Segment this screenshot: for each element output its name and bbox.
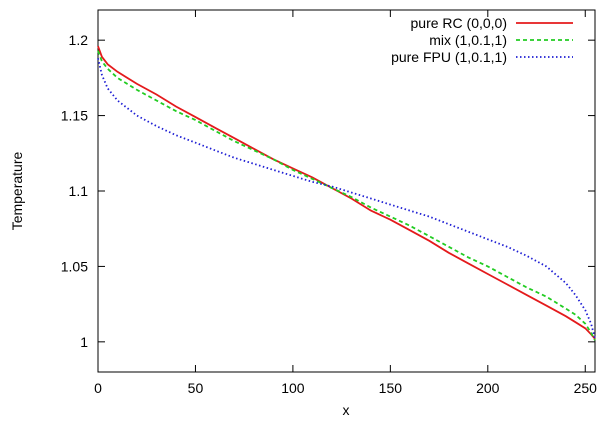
legend: pure RC (0,0,0)mix (1,0.1,1)pure FPU (1,… xyxy=(391,15,573,65)
series-line-2 xyxy=(97,50,596,341)
y-tick-label: 1 xyxy=(80,334,88,350)
series-line-3 xyxy=(97,58,596,340)
x-tick-label: 100 xyxy=(281,380,305,396)
legend-label: pure RC (0,0,0) xyxy=(411,15,507,31)
legend-label: mix (1,0.1,1) xyxy=(429,32,507,48)
axis-ticks: 0 50 100 150 200 250 1 1.05 1.1 1.15 1.2 xyxy=(61,10,597,396)
series-group xyxy=(97,45,596,341)
x-tick-label: 200 xyxy=(476,380,500,396)
y-tick-label: 1.05 xyxy=(61,258,88,274)
x-tick-label: 50 xyxy=(188,380,204,396)
x-tick-label: 150 xyxy=(379,380,403,396)
y-tick-label: 1.1 xyxy=(69,183,89,199)
y-tick-label: 1.15 xyxy=(61,108,88,124)
x-tick-label: 250 xyxy=(574,380,598,396)
series-line-1 xyxy=(97,45,596,340)
y-tick-label: 1.2 xyxy=(69,32,89,48)
x-tick-label: 0 xyxy=(94,380,102,396)
legend-label: pure FPU (1,0.1,1) xyxy=(391,49,507,65)
y-axis-label: Temperature xyxy=(9,151,25,230)
plot-frame xyxy=(97,9,596,373)
x-axis-label: x xyxy=(343,402,350,418)
